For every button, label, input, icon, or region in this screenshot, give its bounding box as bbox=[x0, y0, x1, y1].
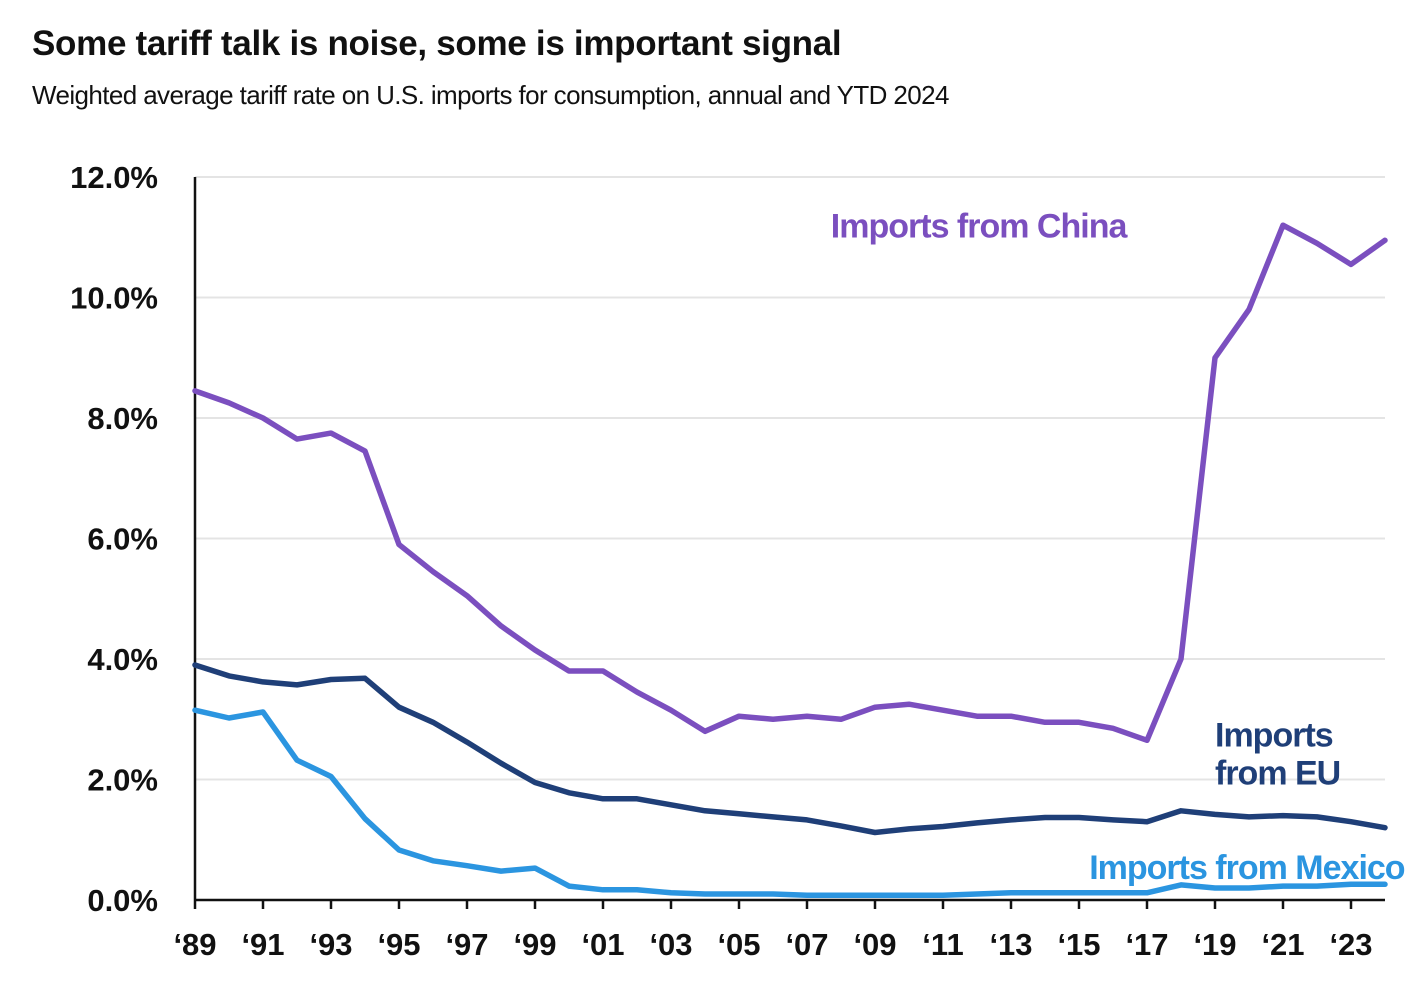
x-tick-label: ‘89 bbox=[173, 927, 216, 962]
x-tick-label: ‘05 bbox=[717, 927, 760, 962]
y-tick-label: 10.0% bbox=[70, 281, 158, 316]
x-axis-tick-labels: ‘89 ‘91 ‘93 ‘95 ‘97 ‘99 ‘01 ‘03 ‘05 ‘07 ‘09 ‘11 ‘13 ‘… bbox=[173, 927, 1372, 962]
y-tick-label: 4.0% bbox=[87, 642, 158, 677]
x-tick-label: ‘97 bbox=[445, 927, 488, 962]
y-tick-label: 0.0% bbox=[87, 883, 158, 918]
gridlines bbox=[195, 176, 1385, 781]
x-tick-label: ‘17 bbox=[1125, 927, 1168, 962]
y-tick-label: 2.0% bbox=[87, 763, 158, 798]
x-tick-label: ‘01 bbox=[581, 927, 624, 962]
x-tick-label: ‘91 bbox=[241, 927, 284, 962]
series-line-imports-from-eu bbox=[192, 662, 1388, 836]
y-tick-label: 6.0% bbox=[87, 522, 158, 557]
series-line-imports-from-china bbox=[192, 222, 1388, 744]
x-tick-label: ‘93 bbox=[309, 927, 352, 962]
series-label-imports-from-china: Imports from China bbox=[831, 207, 1129, 245]
x-tick-label: ‘23 bbox=[1329, 927, 1372, 962]
series-label-imports-from-eu: Imports bbox=[1215, 716, 1333, 754]
x-tick-label: ‘13 bbox=[989, 927, 1032, 962]
series-label-imports-from-eu: from EU bbox=[1215, 754, 1340, 792]
x-tick-label: ‘95 bbox=[377, 927, 420, 962]
chart-title: Some tariff talk is noise, some is impor… bbox=[32, 24, 842, 63]
x-tick-label: ‘09 bbox=[853, 927, 896, 962]
series-lines bbox=[192, 222, 1388, 898]
y-tick-label: 12.0% bbox=[70, 160, 158, 195]
series-label-imports-from-mexico: Imports from Mexico bbox=[1089, 849, 1405, 887]
series-line-imports-from-mexico bbox=[192, 707, 1388, 898]
x-tick-label: ‘11 bbox=[922, 927, 963, 962]
x-tick-label: ‘03 bbox=[649, 927, 692, 962]
chart-subtitle: Weighted average tariff rate on U.S. imp… bbox=[32, 80, 949, 110]
x-tick-label: ‘19 bbox=[1193, 927, 1236, 962]
x-tick-label: ‘07 bbox=[785, 927, 828, 962]
x-tick-label: ‘99 bbox=[513, 927, 556, 962]
x-tick-label: ‘21 bbox=[1261, 927, 1304, 962]
y-tick-label: 8.0% bbox=[87, 401, 158, 436]
y-axis-tick-labels: 0.0% 2.0% 4.0% 6.0% 8.0% 10.0% 12.0% bbox=[70, 160, 158, 918]
x-tick-label: ‘15 bbox=[1057, 927, 1100, 962]
axes bbox=[193, 177, 1385, 909]
